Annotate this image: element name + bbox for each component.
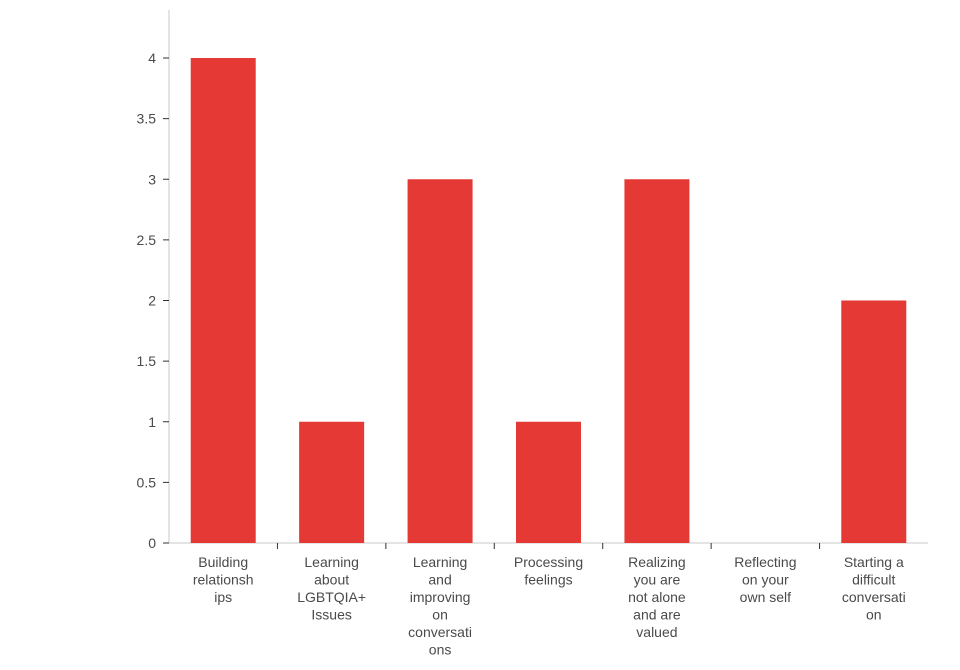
bars <box>190 58 907 543</box>
category-label: Learning about LGBTQIA+ Issues <box>297 554 366 623</box>
category-label-line: Reflecting <box>734 554 796 570</box>
category-label-line: and are <box>633 607 681 623</box>
y-tick-label: 2.5 <box>137 232 157 248</box>
y-tick-label: 0 <box>148 535 156 551</box>
category-label-line: Starting a <box>844 554 904 570</box>
category-label-line: own self <box>740 589 791 605</box>
y-tick-label: 0.5 <box>137 474 157 490</box>
category-label-line: improving <box>410 589 471 605</box>
bar <box>516 421 581 543</box>
category-label: Processing feelings <box>514 554 583 588</box>
category-label-line: conversati <box>842 589 906 605</box>
category-label-line: ips <box>214 589 232 605</box>
category-label-line: and <box>428 572 451 588</box>
category-label-line: difficult <box>852 572 895 588</box>
category-label: Building relationsh ips <box>193 554 254 605</box>
category-label-line: you are <box>634 572 681 588</box>
category-label: Realizing you are not alone and are valued <box>628 554 686 640</box>
bar <box>624 179 690 543</box>
y-tick-label: 3.5 <box>137 111 157 127</box>
bar <box>299 421 365 543</box>
category-label-line: Learning <box>413 554 468 570</box>
y-tick-label: 1.5 <box>137 353 157 369</box>
category-label-line: relationsh <box>193 572 254 588</box>
category-label: Reflecting on your own self <box>734 554 796 605</box>
category-label-line: LGBTQIA+ <box>297 589 366 605</box>
category-label-line: ons <box>429 642 452 658</box>
y-tick-label: 2 <box>148 293 156 309</box>
category-label: Starting a difficult conversati on <box>842 554 906 623</box>
category-labels: Building relationsh ips Learning about LGBTQI… <box>193 554 906 658</box>
category-label-line: Processing <box>514 554 583 570</box>
category-label-line: Learning <box>304 554 359 570</box>
bar <box>841 300 907 543</box>
category-label-line: conversati <box>408 624 472 640</box>
x-axis <box>169 542 928 549</box>
category-label-line: not alone <box>628 589 686 605</box>
y-tick-label: 3 <box>148 171 156 187</box>
category-label-line: Building <box>198 554 248 570</box>
y-axis: 0 0.5 1 1.5 2 2.5 3 3.5 4 <box>137 10 170 551</box>
category-label-line: about <box>314 572 349 588</box>
category-label: Learning and improving on conversati ons <box>408 554 472 658</box>
bar <box>407 179 473 543</box>
y-tick-label: 4 <box>148 50 156 66</box>
category-label-line: valued <box>636 624 677 640</box>
category-label-line: on <box>866 607 882 623</box>
category-label-line: on <box>432 607 448 623</box>
bar <box>190 58 256 543</box>
category-label-line: Issues <box>311 607 351 623</box>
category-label-line: feelings <box>524 572 572 588</box>
y-tick-label: 1 <box>148 414 156 430</box>
category-label-line: Realizing <box>628 554 686 570</box>
category-label-line: on your <box>742 572 789 588</box>
